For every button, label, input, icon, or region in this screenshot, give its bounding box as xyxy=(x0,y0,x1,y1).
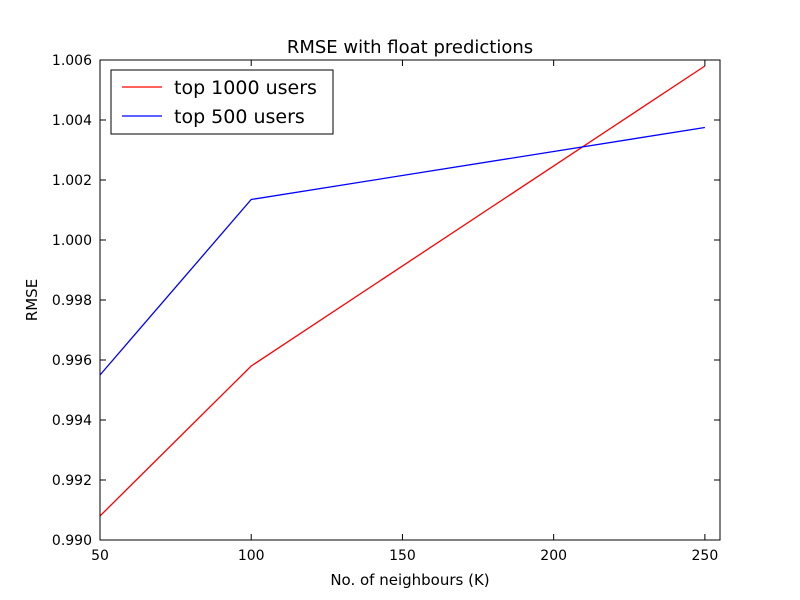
y-tick-label: 0.990 xyxy=(52,533,92,549)
x-tick-label: 250 xyxy=(692,548,719,564)
y-tick-label: 0.994 xyxy=(52,413,92,429)
legend-box xyxy=(110,69,334,135)
y-tick-label: 0.992 xyxy=(52,473,92,489)
y-tick-label: 1.002 xyxy=(52,173,92,189)
y-tick-label: 1.006 xyxy=(52,53,92,69)
y-tick-label: 0.998 xyxy=(52,293,92,309)
legend-label-0: top 1000 users xyxy=(174,77,317,99)
chart-title: RMSE with float predictions xyxy=(287,37,533,58)
x-tick-label: 150 xyxy=(389,548,416,564)
y-tick-label: 1.004 xyxy=(52,113,92,129)
series-line-1 xyxy=(99,126,705,376)
axis-ticks: 50 100 150 200 250 0.990 0.992 0.994 0.996 0.998 1… xyxy=(52,53,720,564)
x-tick-label: 200 xyxy=(540,548,567,564)
y-tick-label: 1.000 xyxy=(52,233,92,249)
legend: top 1000 users top 500 users xyxy=(110,69,334,135)
x-tick-label: 100 xyxy=(238,548,265,564)
legend-label-1: top 500 users xyxy=(174,106,305,128)
x-tick-label: 50 xyxy=(91,548,109,564)
y-axis-title: RMSE xyxy=(23,279,41,321)
series-line-0 xyxy=(99,65,706,517)
x-axis-title: No. of neighbours (K) xyxy=(330,571,489,589)
plot-area xyxy=(99,65,706,517)
y-tick-label: 0.996 xyxy=(52,353,92,369)
